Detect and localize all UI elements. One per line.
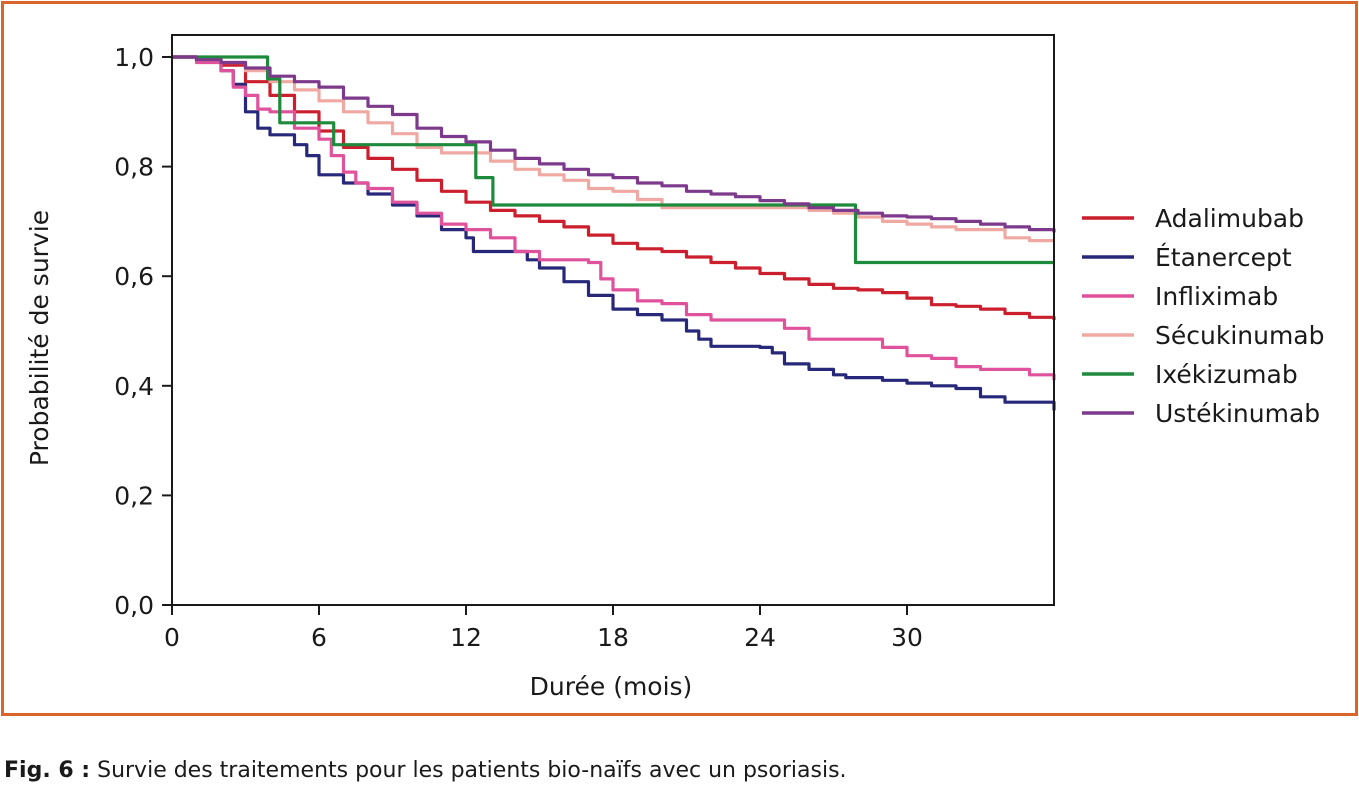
legend-label: Adalimubab (1155, 204, 1304, 233)
x-axis-label: Durée (mois) (530, 672, 693, 701)
figure-caption: Fig. 6 : Survie des traitements pour les… (4, 758, 847, 783)
legend-label: Ixékizumab (1155, 360, 1298, 389)
legend-label: Étanercept (1155, 243, 1292, 272)
y-tick-label: 0,4 (114, 372, 154, 401)
plot-area (172, 55, 1056, 411)
x-tick-label: 0 (164, 623, 180, 652)
series-line-5 (172, 55, 1054, 265)
x-tick-label: 6 (311, 623, 327, 652)
series-line-4 (172, 55, 1054, 243)
x-tick-label: 30 (891, 623, 923, 652)
legend-label: Sécukinumab (1155, 321, 1325, 350)
y-axis-label: Probabilité de survie (25, 210, 54, 466)
figure-frame (1, 1, 1358, 716)
legend: Adalimubab Étanercept Infliximab Sécukinuma… (1082, 204, 1325, 428)
legend-label: Ustékinumab (1155, 399, 1320, 428)
x-tick-label: 18 (597, 623, 629, 652)
y-tick-label: 0,2 (114, 481, 154, 510)
x-tick-label: 24 (744, 623, 776, 652)
plot-border (171, 34, 1055, 606)
series-line-6 (172, 55, 1056, 233)
y-tick-label: 1,0 (114, 43, 154, 72)
caption-label: Fig. 6 : (4, 758, 91, 783)
axes: 0 6 12 18 24 30 0,0 0,2 0,4 0,6 0,8 1,0 (114, 34, 1055, 652)
y-tick-label: 0,6 (114, 262, 154, 291)
caption-text: Survie des traitements pour les patients… (90, 758, 847, 783)
series-line-2 (172, 55, 1056, 411)
legend-label: Infliximab (1155, 282, 1278, 311)
series-line-3 (172, 55, 1056, 381)
y-tick-label: 0,0 (114, 591, 154, 620)
y-tick-label: 0,8 (114, 153, 154, 182)
x-tick-label: 12 (450, 623, 482, 652)
